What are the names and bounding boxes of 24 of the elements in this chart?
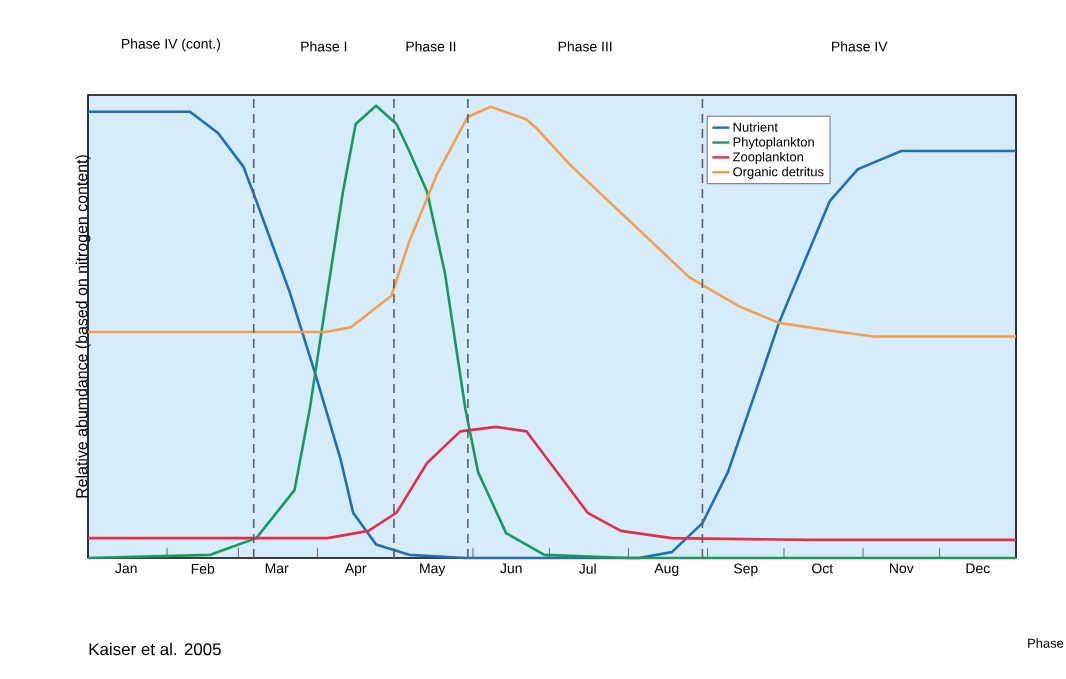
x-tick-label: Jun [500,563,522,574]
text: Kaiser et al. 2005 [89,642,221,656]
legend-label: Organic detritus [733,166,824,179]
x-tick-label: Mar [265,563,289,574]
x-tick-label: Apr [344,563,367,576]
legend-label: Nutrient [733,122,778,132]
x-tick-label: Sep [734,563,758,577]
x-tick-label: Aug [654,563,679,576]
legend-label: Zooplankton [733,151,804,165]
x-tick-label: Feb [191,563,215,574]
text: Phase IV [832,41,888,52]
x-tick-label: Jul [579,563,596,574]
x-tick-label: Nov [890,563,914,574]
text: Phase [1028,638,1064,648]
text: Phase I [301,41,347,52]
x-tick-label: Dec [966,563,990,574]
text: Phase III [558,41,612,52]
x-tick-label: Jan [115,563,137,574]
y-axis-title: Relative abumdance (based on nitrogen content) [75,155,91,498]
x-tick-label: May [420,563,446,576]
text: Phase IV (cont.) [122,38,220,52]
x-tick-label: Oct [812,563,834,574]
text: Phase II [406,41,456,52]
legend-label: Phytoplankton [733,137,814,150]
